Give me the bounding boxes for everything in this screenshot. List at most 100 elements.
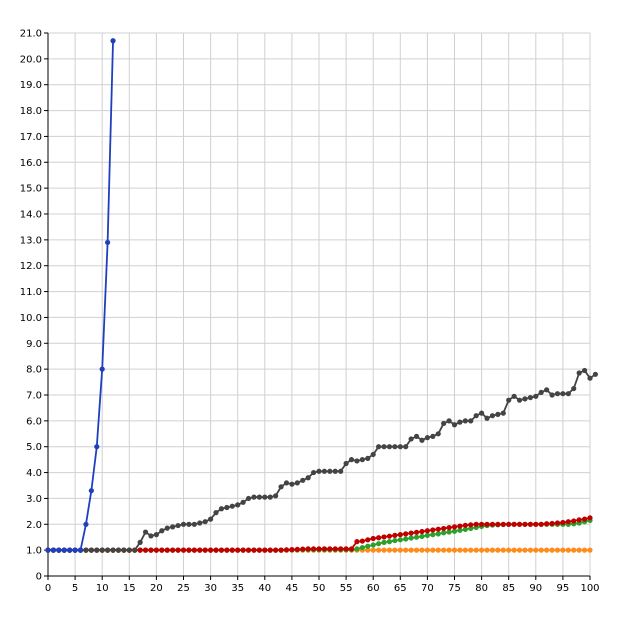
data-point xyxy=(451,422,458,428)
x-tick-label: 15 xyxy=(123,583,136,594)
y-tick-label: 8.0 xyxy=(26,365,42,376)
data-point xyxy=(327,468,333,474)
x-tick-label: 95 xyxy=(557,583,570,594)
data-point xyxy=(338,468,344,474)
data-point xyxy=(77,547,84,553)
data-point xyxy=(522,396,528,402)
data-point xyxy=(554,547,561,553)
data-point xyxy=(386,547,393,553)
data-point xyxy=(522,521,528,527)
data-point xyxy=(554,520,561,526)
data-point xyxy=(224,504,230,511)
x-tick-label: 90 xyxy=(529,583,542,594)
data-point xyxy=(137,539,143,545)
data-point xyxy=(365,547,371,553)
data-point xyxy=(571,518,577,524)
data-point xyxy=(468,525,474,532)
x-tick-label: 70 xyxy=(421,583,434,594)
data-point xyxy=(403,547,409,553)
data-point xyxy=(262,494,268,500)
data-point xyxy=(565,547,571,553)
data-point xyxy=(191,547,197,553)
data-point xyxy=(88,488,94,494)
data-point xyxy=(359,544,365,551)
data-point xyxy=(495,547,501,553)
y-tick-label: 19.0 xyxy=(20,80,42,91)
data-point xyxy=(142,529,149,535)
series-line xyxy=(48,40,114,552)
data-point xyxy=(516,521,523,527)
data-point xyxy=(235,502,241,508)
data-point xyxy=(549,547,555,553)
data-point xyxy=(560,391,566,397)
data-point xyxy=(538,389,544,396)
data-point xyxy=(446,529,452,535)
data-point xyxy=(316,468,322,474)
data-point xyxy=(451,528,458,534)
data-point xyxy=(587,375,593,381)
data-point xyxy=(408,530,414,536)
data-point xyxy=(45,547,51,553)
data-point xyxy=(457,419,463,425)
data-point xyxy=(576,370,582,376)
data-point xyxy=(446,418,452,424)
data-point xyxy=(240,499,246,505)
data-point xyxy=(565,519,571,525)
data-point xyxy=(495,521,501,527)
x-tick-label: 80 xyxy=(475,583,488,594)
x-tick-label: 0 xyxy=(45,583,51,594)
data-point xyxy=(484,415,490,421)
data-point xyxy=(506,397,512,403)
data-point xyxy=(451,547,458,553)
data-point xyxy=(403,531,409,537)
data-point xyxy=(457,523,463,529)
data-point xyxy=(115,547,122,553)
data-point xyxy=(424,532,430,539)
data-point xyxy=(473,521,479,527)
data-point xyxy=(262,547,268,553)
data-point xyxy=(419,547,425,553)
data-point xyxy=(332,546,338,552)
y-tick-label: 13.0 xyxy=(20,235,42,246)
data-point xyxy=(441,525,447,532)
data-point xyxy=(229,503,235,509)
data-point xyxy=(435,431,441,437)
y-tick-label: 10.0 xyxy=(20,313,42,324)
data-point xyxy=(527,547,533,553)
data-point xyxy=(256,547,262,553)
data-point xyxy=(180,547,187,553)
data-point xyxy=(392,532,398,539)
data-point xyxy=(283,480,290,486)
data-point xyxy=(50,547,57,553)
data-point xyxy=(424,547,430,553)
data-point xyxy=(397,537,403,543)
y-tick-label: 11.0 xyxy=(20,287,42,298)
data-point xyxy=(511,393,517,399)
data-point xyxy=(235,547,241,553)
data-point xyxy=(500,547,506,553)
data-point xyxy=(370,542,376,548)
data-point xyxy=(522,547,528,553)
data-point xyxy=(305,475,311,481)
data-point xyxy=(587,515,593,521)
data-point xyxy=(88,547,94,553)
x-tick-label: 60 xyxy=(367,583,380,594)
data-point xyxy=(267,547,273,553)
data-point xyxy=(289,547,295,553)
data-point xyxy=(126,547,132,553)
data-point xyxy=(148,533,154,539)
data-point xyxy=(332,468,338,474)
data-point xyxy=(441,547,447,553)
data-point xyxy=(506,547,512,553)
data-point xyxy=(441,530,447,536)
data-point xyxy=(191,521,197,527)
data-point xyxy=(397,547,403,553)
data-point xyxy=(175,522,181,529)
data-point xyxy=(430,547,436,553)
y-tick-label: 12.0 xyxy=(20,261,42,272)
y-tick-label: 18.0 xyxy=(20,106,42,117)
y-tick-label: 16.0 xyxy=(20,158,42,169)
data-point xyxy=(245,547,252,553)
data-point xyxy=(511,547,517,553)
data-point xyxy=(197,520,203,526)
